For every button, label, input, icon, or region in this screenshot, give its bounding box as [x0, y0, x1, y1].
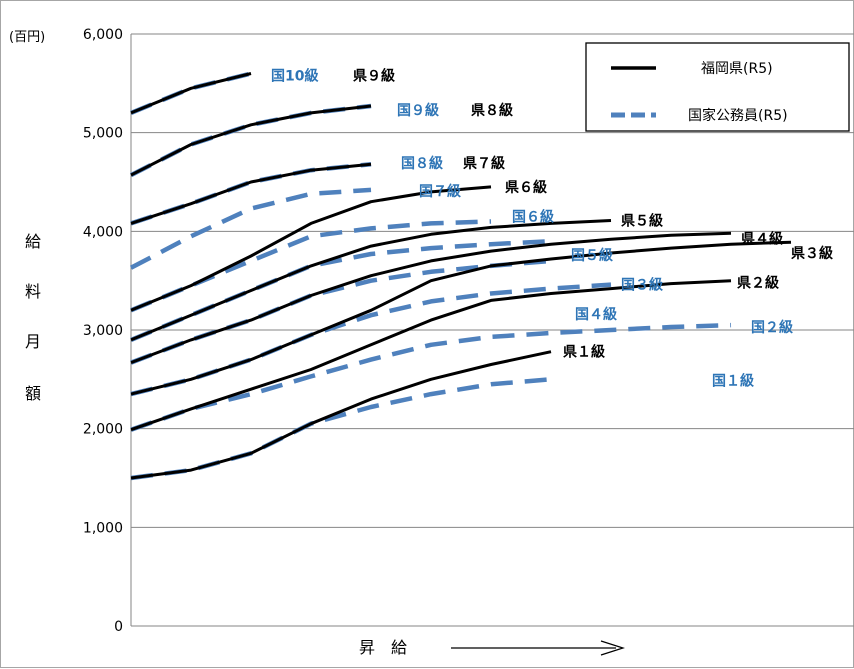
series-label-国６級: 国６級: [512, 209, 554, 226]
legend-label-pref: 福岡県(R5): [701, 61, 773, 77]
series-line-県２級: [130, 279, 732, 432]
legend-box: [585, 42, 850, 132]
series-line-国６級: [130, 219, 492, 313]
y-axis-label-char: 月: [25, 332, 41, 351]
y-axis-label-char: 額: [25, 384, 41, 403]
series-label-県１級: 県１級: [563, 344, 605, 361]
series-line-県４級: [130, 231, 732, 365]
series-line-国２級: [130, 322, 732, 432]
series-label-県９級: 県９級: [353, 68, 395, 85]
y-tick-label: 3,000: [83, 323, 123, 339]
y-tick-label: 1,000: [83, 520, 123, 536]
series-line-国３級: [130, 282, 612, 397]
series-label-国８級: 国８級: [401, 155, 443, 172]
series-label-県２級: 県２級: [737, 275, 779, 292]
series-lines: [129, 71, 792, 481]
series-label-県６級: 県６級: [505, 179, 547, 196]
series-label-国10級: 国10級: [271, 68, 318, 85]
x-axis-title: 昇 給: [359, 638, 625, 657]
series-line-県３級: [130, 240, 792, 396]
series-line-県８級: [130, 104, 372, 177]
y-tick-label: 4,000: [83, 224, 123, 240]
series-label-県７級: 県７級: [463, 155, 505, 172]
series-label-県３級: 県３級: [791, 245, 833, 262]
series-label-国５級: 国５級: [571, 247, 613, 264]
x-axis-arrow-head: [600, 640, 625, 656]
y-tick-label: 6,000: [83, 27, 123, 43]
y-axis-title: 給 料 月 額: [25, 232, 41, 403]
legend: 福岡県(R5) 国家公務員(R5): [585, 42, 850, 132]
legend-label-nat: 国家公務員(R5): [688, 107, 788, 124]
series-label-国７級: 国７級: [419, 183, 461, 200]
series-label-県８級: 県８級: [471, 102, 513, 119]
series-line-県６級: [130, 185, 492, 312]
series-line-国７級: [129, 187, 372, 270]
series-label-国１級: 国１級: [712, 372, 754, 389]
series-line-国９級: [129, 103, 372, 178]
series-label-国３級: 国３級: [621, 277, 663, 294]
series-label-県５級: 県５級: [621, 213, 663, 230]
grid-lines: [130, 33, 854, 627]
y-tick-labels: 0 1,000 2,000 3,000 4,000 5,000 6,000: [83, 27, 123, 635]
series-label-国４級: 国４級: [575, 306, 617, 323]
y-tick-label: 0: [114, 619, 123, 635]
series-line-県５級: [130, 219, 612, 342]
series-label-国２級: 国２級: [751, 319, 793, 336]
series-line-県７級: [130, 162, 372, 225]
series-label-国９級: 国９級: [397, 102, 439, 119]
series-label-県４級: 県４級: [741, 230, 783, 247]
y-tick-label: 5,000: [83, 126, 123, 142]
series-line-県１級: [130, 350, 552, 480]
y-tick-label: 2,000: [83, 422, 123, 438]
y-axis-label-char: 給: [25, 232, 41, 251]
y-axis-label-char: 料: [25, 282, 41, 301]
x-axis-label: 昇 給: [359, 638, 407, 657]
y-unit-label: (百円): [9, 30, 45, 45]
series-line-県９級: [130, 72, 252, 115]
